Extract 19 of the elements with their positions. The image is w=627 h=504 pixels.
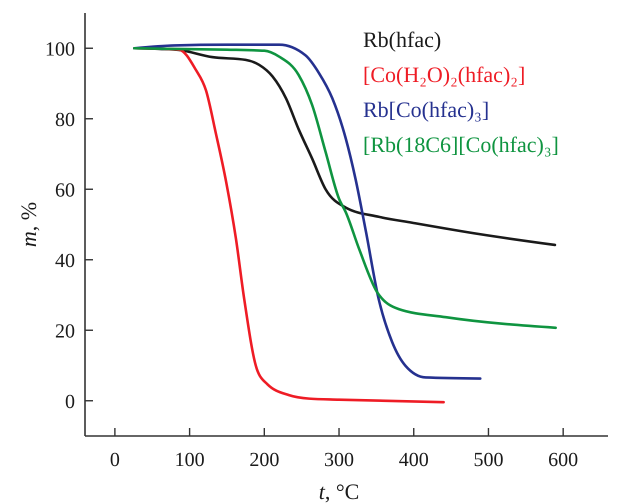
y-axis-title: m, % <box>16 202 41 248</box>
y-tick-label: 60 <box>55 179 75 202</box>
x-tick-label: 600 <box>548 449 578 471</box>
text: Rb(hfac) <box>363 27 442 52</box>
x-tick-label: 200 <box>249 449 280 471</box>
y-tick-label: 20 <box>55 320 75 342</box>
y-tick-label: 0 <box>65 390 75 413</box>
x-tick-label: 0 <box>110 449 120 471</box>
series-label: Rb[Co(hfac)₃] <box>363 97 490 122</box>
text: [Co(H₂O)₂(hfac)₂] <box>363 62 526 87</box>
x-tick-label: 300 <box>324 449 354 471</box>
x-tick-label: 100 <box>174 449 205 471</box>
x-axis-title: t, °C <box>318 479 360 504</box>
series-label: [Rb(18C6][Co(hfac)₃] <box>363 132 559 157</box>
x-tick-label: 400 <box>398 449 429 471</box>
x-tick-label: 500 <box>473 449 504 471</box>
y-tick-label: 80 <box>55 108 75 131</box>
y-tick-label: 40 <box>55 250 75 272</box>
y-tick-label: 100 <box>45 38 75 60</box>
